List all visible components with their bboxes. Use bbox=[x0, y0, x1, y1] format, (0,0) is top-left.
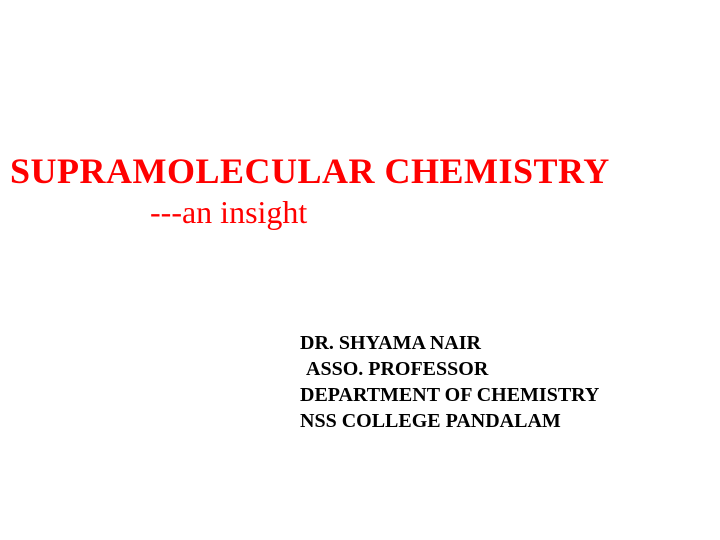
author-institution: NSS COLLEGE PANDALAM bbox=[300, 408, 599, 434]
author-block: DR. SHYAMA NAIR ASSO. PROFESSOR DEPARTME… bbox=[300, 330, 599, 434]
subtitle: ---an insight bbox=[150, 194, 710, 231]
author-department: DEPARTMENT OF CHEMISTRY bbox=[300, 382, 599, 408]
author-role: ASSO. PROFESSOR bbox=[306, 356, 599, 382]
title-block: SUPRAMOLECULAR CHEMISTRY ---an insight bbox=[10, 150, 710, 231]
author-name: DR. SHYAMA NAIR bbox=[300, 330, 599, 356]
main-title: SUPRAMOLECULAR CHEMISTRY bbox=[10, 150, 710, 192]
